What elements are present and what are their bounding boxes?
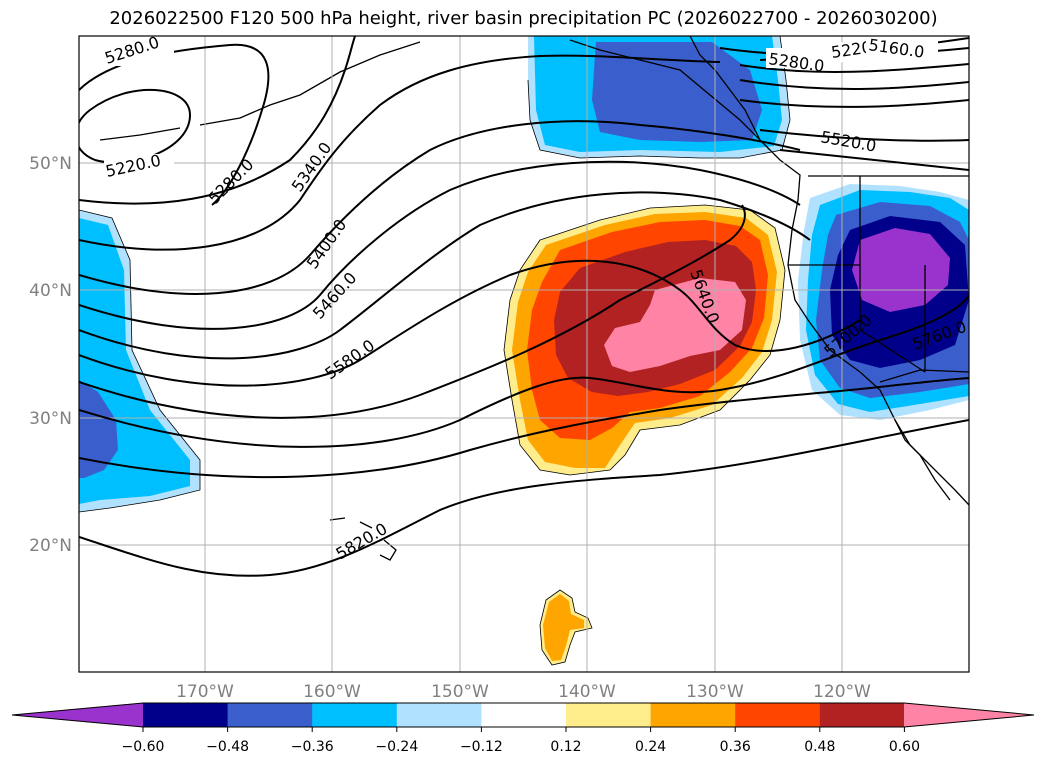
state-lines (788, 176, 926, 373)
alaska-coastline (569, 39, 771, 151)
colorbar-tick-label: 0.24 (635, 739, 666, 755)
colorbar-tick-label: −0.12 (460, 739, 503, 755)
colorbar-tick-label: 0.60 (889, 739, 920, 755)
lon-label-120w: 120°W (813, 682, 871, 702)
lon-label-130w: 130°W (686, 682, 744, 702)
contour-5760 (79, 377, 969, 479)
colorbar-cells (143, 703, 905, 727)
latitude-axis: 50°N 40°N 30°N 20°N (29, 154, 72, 556)
lat-label-50n: 50°N (29, 154, 72, 174)
colorbar-tick-label: −0.60 (122, 739, 165, 755)
height-contours (79, 36, 969, 577)
colorbar-cell (735, 703, 821, 727)
colorbar-cell (481, 703, 567, 727)
colorbar-tick-label: −0.48 (206, 739, 249, 755)
lat-label-20n: 20°N (29, 536, 72, 556)
colorbar-cell (143, 703, 229, 727)
colorbar: −0.60 −0.48 −0.36 −0.24 −0.12 0.12 0.24 0.36 0.4… (11, 702, 1035, 755)
colorbar-tick-label: 0.36 (720, 739, 751, 755)
contour-5700 (79, 294, 969, 448)
lon-label-140w: 140°W (558, 682, 616, 702)
colorbar-cell (650, 703, 736, 727)
contour-5520 (759, 129, 969, 142)
colorbar-tick-label: 0.12 (550, 739, 581, 755)
map-title: 2026022500 F120 500 hPa height, river ba… (109, 8, 938, 29)
lat-label-40n: 40°N (29, 281, 72, 301)
colorbar-cell (312, 703, 398, 727)
contour-5580 (79, 259, 861, 387)
lon-label-170w: 170°W (176, 682, 234, 702)
colorbar-tick-label: 0.48 (804, 739, 835, 755)
coastlines (99, 36, 969, 561)
colorbar-cell (396, 703, 482, 727)
colorbar-cell (227, 703, 313, 727)
lat-label-30n: 30°N (29, 409, 72, 429)
contour-5220-low (79, 89, 192, 164)
contour-5340 (79, 54, 721, 251)
us-mexico-border (879, 369, 969, 383)
graticule (79, 36, 969, 672)
colorbar-tick-label: −0.24 (375, 739, 418, 755)
colorbar-cell (819, 703, 905, 727)
contour-5820 (79, 419, 969, 577)
lon-label-160w: 160°W (303, 682, 361, 702)
longitude-axis: 170°W 160°W 150°W 140°W 130°W 120°W (176, 682, 871, 702)
colorbar-ticks: −0.60 −0.48 −0.36 −0.24 −0.12 0.12 0.24 0.36 0.4… (122, 727, 920, 755)
map-frame (78, 35, 970, 673)
strongest-positive-anomaly (604, 278, 746, 372)
aleutian-islands (99, 41, 421, 141)
contour-5460 (79, 160, 801, 330)
contour-5640 (79, 204, 746, 419)
colorbar-cell (566, 703, 652, 727)
colorbar-tick-label: −0.36 (291, 739, 334, 755)
contour-5400 (79, 120, 801, 295)
colorbar-low-extend (12, 703, 143, 727)
lon-label-150w: 150°W (431, 682, 489, 702)
colorbar-high-extend (904, 703, 1034, 727)
